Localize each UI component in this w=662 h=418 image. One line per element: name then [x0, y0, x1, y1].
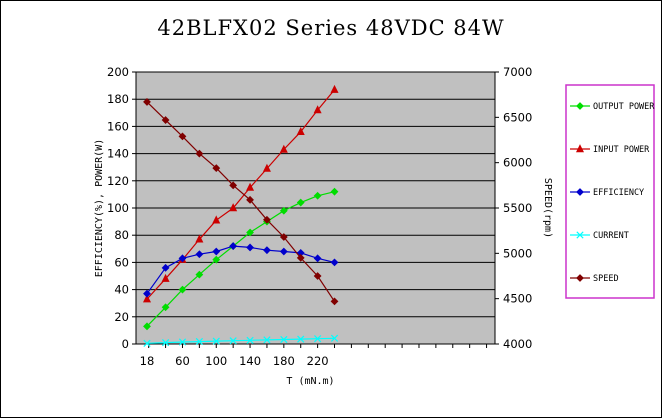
- data-point-input-power: [161, 273, 170, 282]
- data-point-input-power: [142, 294, 152, 303]
- data-point-speed: [195, 149, 204, 158]
- data-point-output-power: [161, 303, 170, 312]
- data-point-input-power: [313, 105, 322, 114]
- data-point-current: [161, 339, 170, 347]
- data-point-current: [212, 337, 220, 345]
- data-point-current: [195, 337, 203, 346]
- y-right-tick-label: 4500: [503, 292, 532, 306]
- data-point-output-power: [195, 270, 204, 279]
- legend-label-output-power: OUTPUT POWER: [593, 102, 655, 112]
- legend-label-input-power: INPUT POWER: [593, 145, 650, 155]
- data-point-speed: [313, 272, 322, 280]
- y-left-tick-label: 140: [107, 147, 129, 161]
- y-right-tick-label: 6500: [503, 110, 532, 124]
- y-left-tick-label: 60: [114, 255, 129, 269]
- data-point-output-power: [296, 198, 305, 207]
- data-point-output-power: [313, 191, 322, 200]
- legend-marker-speed: [576, 274, 584, 282]
- data-point-speed: [229, 181, 238, 190]
- data-point-speed: [161, 116, 170, 124]
- y-left-tick-label: 20: [114, 310, 129, 324]
- x-tick-label: 140: [239, 354, 261, 368]
- data-point-current: [178, 338, 187, 346]
- y-right-axis-label: SPEED(rpm): [542, 178, 553, 238]
- data-point-current: [330, 334, 339, 342]
- series-line-current: [146, 337, 335, 344]
- data-point-output-power: [178, 285, 187, 294]
- data-point-input-power: [262, 163, 271, 172]
- y-right-tick-label: 5500: [503, 201, 532, 215]
- x-axis-label: T (mN.m): [286, 376, 334, 387]
- y-right-tick-label: 4000: [503, 337, 532, 351]
- data-point-output-power: [143, 322, 151, 331]
- x-tick-label: 180: [273, 354, 295, 368]
- y-left-tick-label: 160: [107, 119, 129, 133]
- y-left-tick-label: 180: [107, 92, 129, 106]
- data-point-efficiency: [263, 246, 271, 255]
- y-left-axis-label: EFFICIENCY(%), POWER(W): [94, 139, 105, 277]
- y-left-tick-label: 0: [122, 337, 129, 351]
- data-point-input-power: [330, 84, 339, 93]
- y-right-tick-label: 6000: [503, 156, 532, 170]
- data-point-speed: [212, 164, 221, 173]
- data-point-current: [280, 335, 288, 344]
- data-point-current: [143, 339, 151, 347]
- data-point-efficiency: [143, 289, 151, 298]
- data-point-efficiency: [229, 242, 238, 250]
- chart-title: 42BLFX02 Series 48VDC 84W: [157, 16, 505, 40]
- data-point-output-power: [279, 206, 288, 215]
- y-right-tick-label: 7000: [503, 65, 532, 79]
- data-point-current: [313, 335, 322, 343]
- data-point-speed: [330, 297, 339, 306]
- data-point-speed: [263, 215, 271, 224]
- y-left-tick-label: 100: [107, 201, 129, 215]
- data-point-speed: [279, 233, 288, 241]
- y-left-tick-label: 120: [107, 174, 129, 188]
- data-point-input-power: [212, 215, 221, 224]
- x-tick-label: 100: [205, 354, 227, 368]
- legend-marker-output-power: [576, 102, 584, 110]
- data-point-efficiency: [246, 243, 254, 252]
- legend-label-speed: SPEED: [593, 274, 619, 284]
- data-point-efficiency: [212, 247, 221, 256]
- x-tick-label: 60: [175, 354, 190, 368]
- data-point-efficiency: [161, 263, 170, 272]
- data-point-output-power: [246, 228, 254, 237]
- data-point-output-power: [212, 255, 221, 264]
- data-point-efficiency: [279, 247, 288, 256]
- x-tick-label: 18: [140, 354, 155, 368]
- y-left-tick-label: 200: [107, 65, 129, 79]
- data-point-input-power: [229, 203, 238, 212]
- data-point-current: [263, 336, 271, 344]
- legend-marker-input-power: [575, 144, 585, 153]
- y-left-tick-label: 80: [114, 228, 129, 242]
- data-point-input-power: [246, 182, 255, 191]
- data-point-current: [297, 335, 305, 343]
- data-point-current: [229, 337, 237, 345]
- y-left-tick-label: 40: [114, 283, 129, 297]
- data-point-current: [246, 336, 254, 344]
- x-tick-label: 220: [307, 354, 329, 368]
- data-point-input-power: [279, 144, 288, 153]
- data-point-input-power: [195, 234, 204, 243]
- data-point-efficiency: [313, 254, 322, 263]
- data-point-efficiency: [195, 250, 204, 259]
- legend-marker-efficiency: [576, 188, 584, 196]
- data-point-efficiency: [178, 254, 187, 263]
- legend-label-current: CURRENT: [593, 231, 629, 241]
- data-point-efficiency: [330, 258, 339, 267]
- legend-marker-current: [576, 231, 584, 239]
- y-right-tick-label: 5000: [503, 246, 532, 260]
- data-point-speed: [178, 132, 187, 141]
- data-point-speed: [246, 195, 254, 204]
- series-line-speed: [146, 101, 335, 302]
- data-point-output-power: [330, 187, 339, 196]
- legend-label-efficiency: EFFICIENCY: [593, 188, 644, 198]
- data-point-speed: [143, 98, 151, 106]
- data-point-input-power: [296, 127, 305, 136]
- data-point-speed: [296, 253, 305, 262]
